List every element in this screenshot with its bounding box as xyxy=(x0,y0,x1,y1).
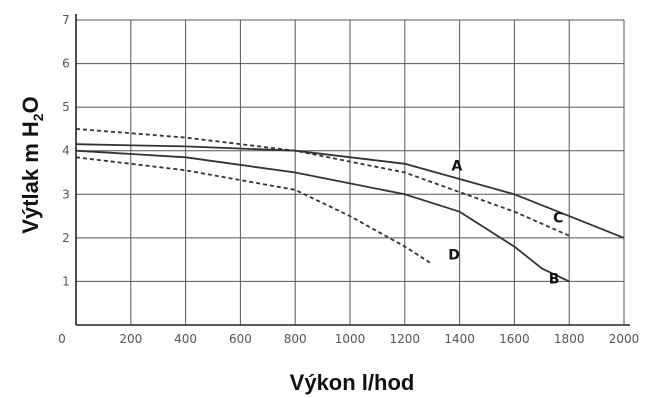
x-tick-label: 1400 xyxy=(444,332,475,346)
x-tick-label: 200 xyxy=(119,332,142,346)
curve-label-a: A xyxy=(451,158,462,174)
y-tick-label: 4 xyxy=(62,144,70,158)
x-tick-label: 2000 xyxy=(609,332,640,346)
curve-labels: A B C D xyxy=(448,158,563,287)
curve-b xyxy=(75,149,570,283)
y-axis-title-main: Výtlak m H xyxy=(18,121,43,234)
x-tick-label: 1000 xyxy=(335,332,366,346)
curve-label-b: B xyxy=(549,272,560,288)
y-tick-label: 2 xyxy=(62,231,70,245)
y-axis-title-subscript: 2 xyxy=(30,113,46,121)
y-tick-label: 6 xyxy=(62,57,70,71)
curves xyxy=(75,128,625,283)
x-tick-label: 600 xyxy=(229,332,252,346)
x-axis-title: Výkon l/hod xyxy=(290,370,415,395)
grid xyxy=(76,19,625,325)
x-tick-label: 1600 xyxy=(499,332,530,346)
y-axis-title: Výtlak m H2O xyxy=(18,96,46,233)
x-tick-label: 400 xyxy=(174,332,197,346)
curve-d xyxy=(75,156,433,265)
y-axis-title-tail: O xyxy=(18,96,43,113)
curve-a xyxy=(75,143,625,239)
y-tick-label: 3 xyxy=(62,187,70,201)
curve-c xyxy=(75,128,570,237)
x-tick-label: 1200 xyxy=(390,332,421,346)
y-tick-labels: 1 2 3 4 5 6 7 xyxy=(62,13,70,288)
x-tick-labels: 0 200 400 600 800 1000 1200 1400 1600 1800 2000 xyxy=(58,332,639,346)
y-tick-label: 1 xyxy=(62,274,70,288)
axes xyxy=(75,14,630,326)
curve-label-c: C xyxy=(553,211,563,227)
curve-label-d: D xyxy=(448,248,460,264)
x-tick-label: 1800 xyxy=(554,332,585,346)
x-tick-label: 800 xyxy=(284,332,307,346)
y-tick-label: 7 xyxy=(62,13,70,27)
y-tick-label: 5 xyxy=(62,100,70,114)
x-tick-label: 0 xyxy=(58,332,66,346)
